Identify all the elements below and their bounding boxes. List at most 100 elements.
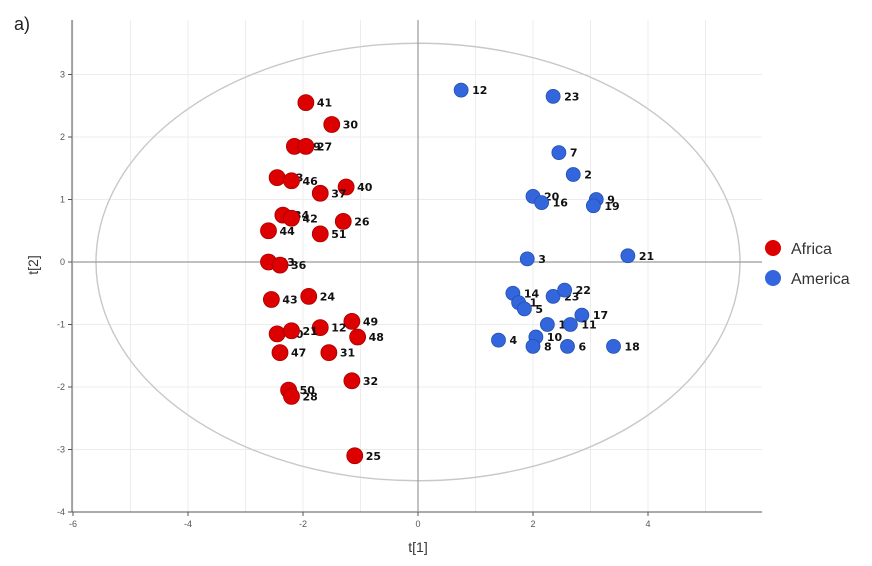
point-label: 5	[535, 303, 543, 316]
panel-label: a)	[14, 14, 30, 34]
point-label: 22	[576, 284, 591, 297]
point-africa-48	[349, 328, 367, 346]
point-label: 11	[581, 319, 596, 332]
point-label: 18	[625, 340, 640, 353]
point-america-7	[551, 145, 567, 161]
point-america-16	[534, 195, 550, 211]
point-label: 50	[300, 384, 316, 397]
point-america-8	[525, 338, 541, 354]
point-africa-33	[268, 169, 286, 187]
point-america-2	[565, 167, 581, 182]
legend-label-america: America	[791, 271, 850, 288]
y-tick-label: -4	[57, 507, 65, 517]
point-africa-42	[283, 209, 300, 227]
point-africa-30	[323, 116, 341, 133]
axes	[71, 20, 762, 513]
point-label: 51	[331, 228, 346, 241]
point-label: 23	[564, 90, 579, 103]
x-axis-title: t[1]	[408, 539, 427, 555]
point-label: 8	[544, 340, 552, 353]
point-label: 10	[547, 331, 563, 344]
point-africa-40	[337, 178, 355, 196]
point-label: 4	[510, 334, 518, 347]
point-africa-43	[262, 291, 280, 308]
point-label: 12	[331, 322, 346, 335]
point-africa-44	[260, 222, 277, 240]
point-label: 47	[291, 347, 306, 360]
point-label: 40	[357, 181, 373, 194]
legend-label-africa: Africa	[791, 241, 832, 258]
y-tick-label: 1	[60, 195, 65, 205]
point-america-15	[539, 317, 555, 332]
point-america-4	[491, 332, 506, 348]
point-america-19	[585, 198, 601, 214]
point-africa-25	[346, 447, 364, 465]
point-america-18	[606, 338, 621, 354]
point-africa-21	[283, 322, 300, 340]
point-america-6	[560, 338, 575, 354]
point-africa-37	[311, 184, 329, 202]
point-label: 24	[320, 290, 336, 303]
point-africa-36	[271, 256, 289, 274]
point-label: 44	[280, 225, 296, 238]
point-label: 19	[604, 200, 619, 213]
point-africa-31	[320, 344, 338, 362]
point-africa-20	[268, 325, 286, 343]
point-label: 3	[538, 253, 546, 266]
x-tick-label: -2	[299, 519, 307, 529]
point-label: 46	[303, 175, 319, 188]
point-label: 27	[317, 140, 332, 153]
point-label: 36	[291, 259, 307, 272]
data-points: 4130392733464037344226445143364324491220…	[260, 82, 654, 465]
point-america-22	[557, 282, 573, 298]
grid	[72, 20, 762, 513]
point-label: 12	[472, 84, 487, 97]
y-tick-label: 0	[60, 257, 65, 267]
legend-marker-africa	[765, 240, 781, 256]
y-axis-title: t[2]	[25, 255, 41, 274]
point-africa-26	[334, 212, 352, 230]
point-label: 9	[607, 194, 615, 207]
point-africa-32	[343, 372, 361, 390]
point-label: 41	[317, 97, 332, 110]
point-label: 6	[579, 340, 587, 353]
y-tick-label: 3	[60, 70, 65, 80]
point-africa-27	[297, 137, 315, 155]
point-label: 21	[639, 250, 654, 263]
point-label: 49	[363, 315, 378, 328]
legend: Africa America	[765, 240, 850, 288]
point-africa-49	[343, 312, 361, 330]
y-tick-label: -2	[57, 382, 65, 392]
point-label: 2	[584, 169, 592, 182]
point-africa-12	[311, 319, 329, 337]
x-tick-label: 4	[645, 519, 650, 529]
point-label: 14	[524, 287, 540, 300]
x-tick-label: 0	[415, 519, 420, 529]
y-tick-label: -3	[57, 445, 65, 455]
legend-marker-america	[765, 270, 781, 286]
point-africa-41	[297, 94, 315, 112]
point-label: 16	[553, 197, 569, 210]
point-america-12	[453, 82, 469, 98]
point-label: 48	[369, 331, 384, 344]
y-tick-label: -1	[57, 320, 65, 330]
point-america-23	[545, 88, 561, 104]
x-tick-label: -6	[69, 519, 77, 529]
point-label: 30	[343, 119, 359, 132]
point-label: 32	[363, 375, 378, 388]
point-label: 1	[530, 297, 538, 310]
point-label: 21	[303, 325, 318, 338]
point-america-11	[562, 317, 578, 332]
point-label: 17	[593, 309, 608, 322]
point-america-17	[574, 307, 590, 323]
point-label: 31	[340, 347, 355, 360]
point-america-5	[516, 301, 532, 317]
point-label: 25	[366, 450, 381, 463]
point-label: 7	[570, 147, 578, 160]
point-africa-28	[283, 387, 300, 405]
x-tick-label: 2	[530, 519, 535, 529]
point-africa-51	[311, 225, 329, 243]
point-label: 37	[331, 187, 346, 200]
point-america-23	[545, 288, 561, 304]
